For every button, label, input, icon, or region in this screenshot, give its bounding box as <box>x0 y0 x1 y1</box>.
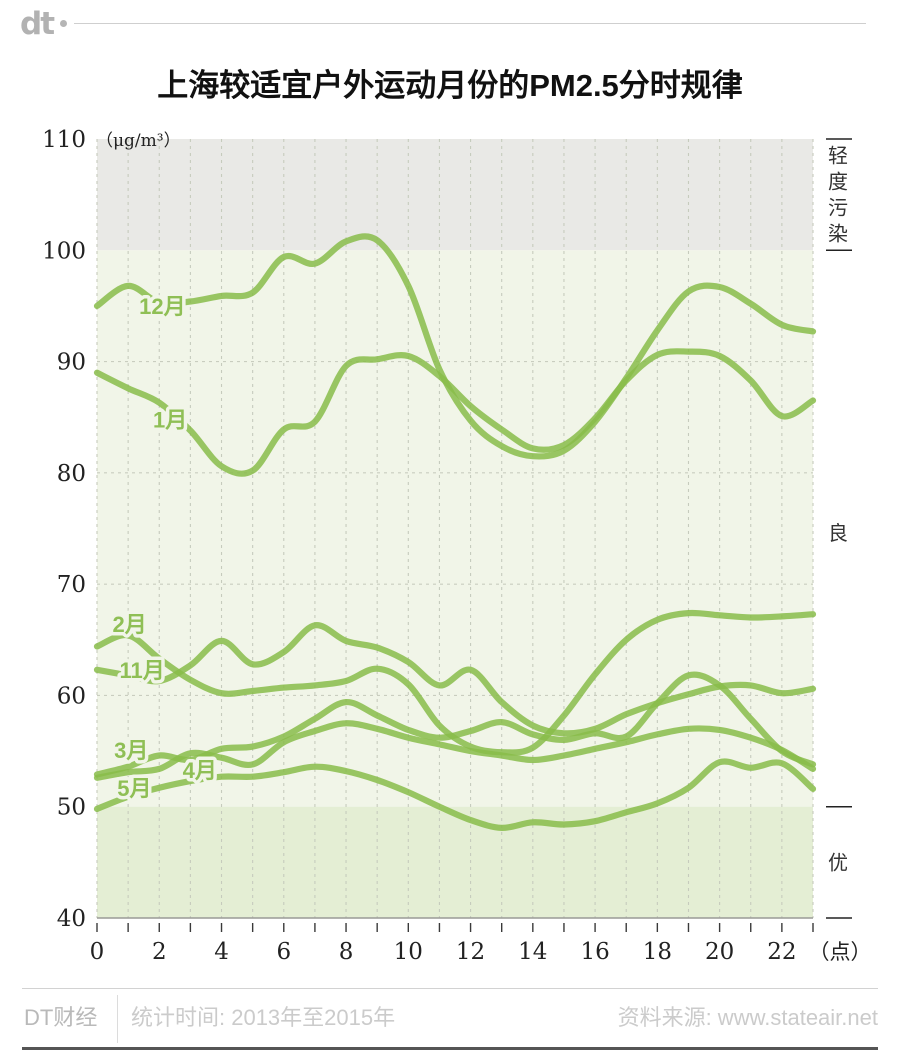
band-label-good-char-0: 良 <box>828 522 848 545</box>
x-tick-label-6: 6 <box>276 939 291 965</box>
x-tick-label-16: 16 <box>580 939 609 965</box>
y-tick-label-90: 90 <box>57 350 86 376</box>
band-label-lightpollution-char-0: 轻 <box>828 145 848 168</box>
x-tick-label-22: 22 <box>767 939 796 965</box>
x-tick-label-0: 0 <box>90 939 105 965</box>
y-tick-label-40: 40 <box>57 906 86 932</box>
x-tick-label-8: 8 <box>339 939 354 965</box>
band-1 <box>97 250 813 807</box>
y-tick-label-60: 60 <box>57 683 86 709</box>
y-tick-label-110: 110 <box>42 127 86 153</box>
band-0 <box>97 139 813 251</box>
band-label-lightpollution-char-3: 染 <box>828 223 848 246</box>
y-tick-label-50: 50 <box>57 795 86 821</box>
y-tick-label-70: 70 <box>57 572 86 598</box>
x-tick-label-12: 12 <box>456 939 485 965</box>
x-tick-label-14: 14 <box>518 939 547 965</box>
x-tick-label-18: 18 <box>643 939 672 965</box>
x-tick-label-2: 2 <box>152 939 167 965</box>
band-2 <box>97 806 813 918</box>
x-tick-label-4: 4 <box>214 939 229 965</box>
series-label-4: 3月 <box>114 738 148 763</box>
footer-rule <box>22 988 878 989</box>
series-line-1 <box>93 348 817 477</box>
footer-divider <box>117 995 118 1043</box>
y-tick-label-80: 80 <box>57 461 86 487</box>
series-label-5: 4月 <box>183 758 217 783</box>
dt-logo: dt <box>20 6 55 42</box>
x-tick-label-20: 20 <box>705 939 734 965</box>
series-line-5 <box>93 720 817 781</box>
footer-period: 统计时间: 2013年至2015年 <box>131 1005 396 1030</box>
series-label-1: 1月 <box>153 407 187 432</box>
series-label-2: 2月 <box>113 612 147 637</box>
series-line-4 <box>93 671 817 778</box>
series-line-3 <box>93 622 817 737</box>
y-tick-label-100: 100 <box>42 238 86 264</box>
x-tick-label-10: 10 <box>394 939 423 965</box>
band-label-excellent-char-0: 优 <box>828 851 848 874</box>
footer-source: 资料来源: www.stateair.net <box>617 1005 878 1030</box>
page-title: 上海较适宜户外运动月份的PM2.5分时规律 <box>157 68 743 103</box>
y-axis-unit: （μg/m³） <box>96 131 181 151</box>
band-label-lightpollution-char-1: 度 <box>828 171 848 194</box>
series-label-3: 11月 <box>120 658 165 683</box>
footer-brand: DT财经 <box>24 1005 98 1030</box>
x-axis-unit: （点） <box>809 941 872 964</box>
band-label-lightpollution-char-2: 污 <box>828 197 848 220</box>
logo-dot-icon <box>60 20 67 27</box>
footer-bottom-bar <box>22 1047 878 1050</box>
series-line-6 <box>93 758 817 831</box>
series-label-6: 5月 <box>117 776 151 801</box>
series-label-0: 12月 <box>139 294 185 319</box>
series-line-0 <box>93 233 817 460</box>
header-rule <box>74 23 866 24</box>
